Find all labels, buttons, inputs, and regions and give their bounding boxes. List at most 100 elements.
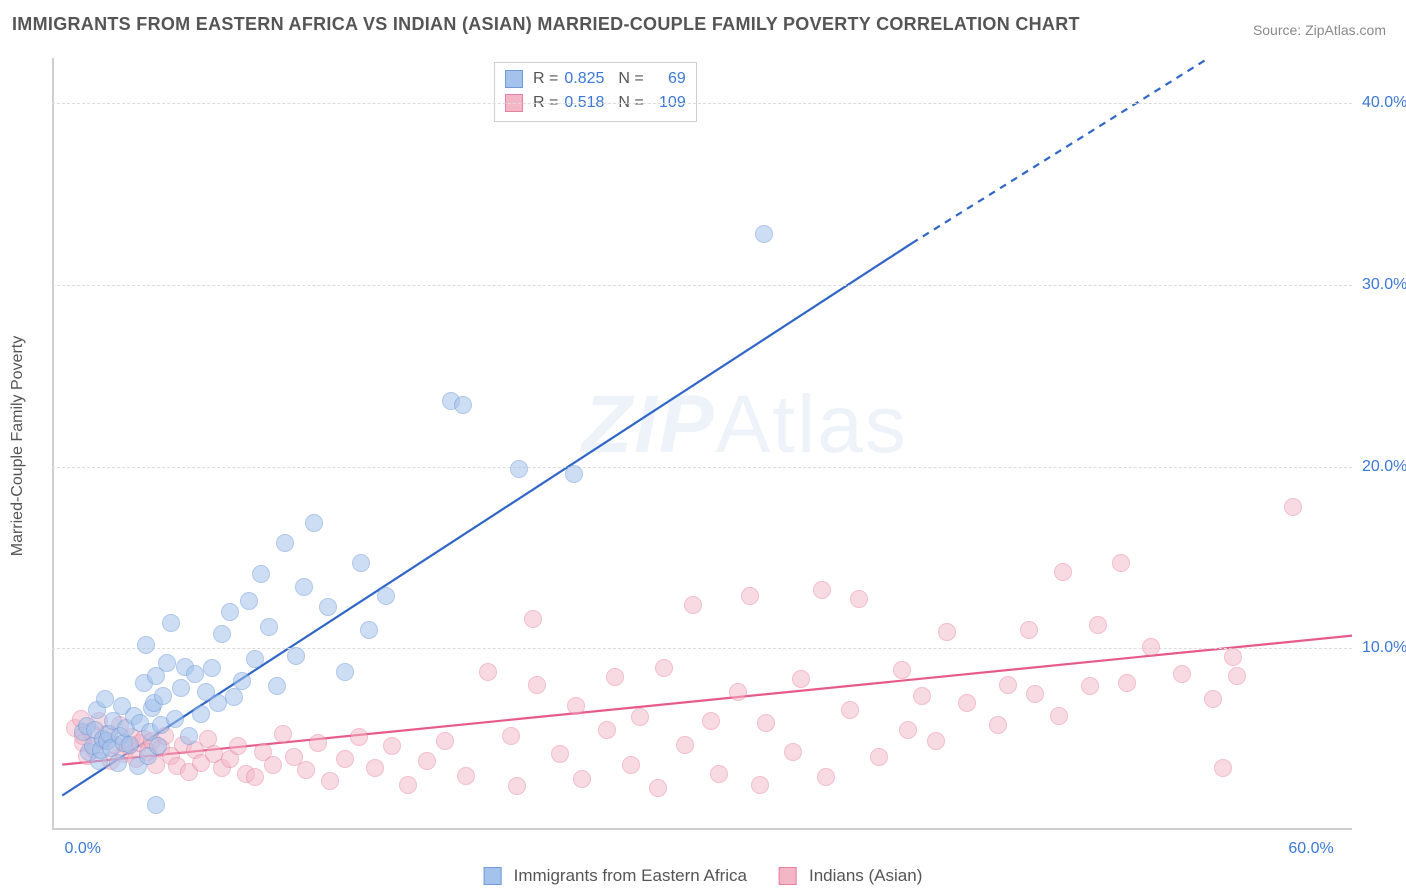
y-tick-label: 20.0% bbox=[1352, 458, 1406, 476]
data-point-pink bbox=[913, 687, 931, 705]
blue-swatch-icon bbox=[484, 867, 502, 885]
data-point-pink bbox=[850, 590, 868, 608]
n-label: N = bbox=[618, 67, 643, 91]
data-point-pink bbox=[383, 737, 401, 755]
data-point-pink bbox=[958, 694, 976, 712]
data-point-pink bbox=[813, 581, 831, 599]
data-point-pink bbox=[1054, 563, 1072, 581]
source-label: Source: ZipAtlas.com bbox=[1253, 22, 1386, 38]
r-label: R = bbox=[533, 67, 558, 91]
data-point-blue bbox=[158, 654, 176, 672]
data-point-pink bbox=[528, 676, 546, 694]
data-point-blue bbox=[172, 679, 190, 697]
data-point-blue bbox=[203, 659, 221, 677]
data-point-blue bbox=[221, 603, 239, 621]
data-point-blue bbox=[260, 618, 278, 636]
legend-item-blue: Immigrants from Eastern Africa bbox=[484, 866, 747, 886]
data-point-pink bbox=[264, 756, 282, 774]
data-point-pink bbox=[841, 701, 859, 719]
data-point-pink bbox=[702, 712, 720, 730]
scatter-plot-area: ZIPAtlas R = 0.825 N = 69 R = 0.518 N = … bbox=[52, 58, 1352, 830]
grid-line bbox=[52, 285, 1352, 286]
series-legend: Immigrants from Eastern Africa Indians (… bbox=[484, 866, 923, 886]
data-point-blue bbox=[180, 727, 198, 745]
data-point-pink bbox=[729, 683, 747, 701]
data-point-pink bbox=[1112, 554, 1130, 572]
data-point-pink bbox=[598, 721, 616, 739]
data-point-blue bbox=[246, 650, 264, 668]
data-point-pink bbox=[1284, 498, 1302, 516]
legend-label-blue: Immigrants from Eastern Africa bbox=[514, 866, 747, 886]
data-point-pink bbox=[274, 725, 292, 743]
data-point-blue bbox=[377, 587, 395, 605]
data-point-pink bbox=[309, 734, 327, 752]
blue-swatch-icon bbox=[505, 70, 523, 88]
data-point-pink bbox=[418, 752, 436, 770]
stats-row-blue: R = 0.825 N = 69 bbox=[505, 67, 686, 91]
data-point-pink bbox=[436, 732, 454, 750]
data-point-blue bbox=[510, 460, 528, 478]
data-point-pink bbox=[502, 727, 520, 745]
data-point-blue bbox=[147, 796, 165, 814]
data-point-pink bbox=[792, 670, 810, 688]
data-point-pink bbox=[399, 776, 417, 794]
data-point-pink bbox=[508, 777, 526, 795]
legend-label-pink: Indians (Asian) bbox=[809, 866, 922, 886]
data-point-blue bbox=[213, 625, 231, 643]
data-point-blue bbox=[352, 554, 370, 572]
data-point-pink bbox=[899, 721, 917, 739]
data-point-pink bbox=[1173, 665, 1191, 683]
data-point-blue bbox=[137, 636, 155, 654]
data-point-pink bbox=[350, 728, 368, 746]
pink-swatch-icon bbox=[779, 867, 797, 885]
data-point-pink bbox=[655, 659, 673, 677]
data-point-blue bbox=[268, 677, 286, 695]
correlation-stats-box: R = 0.825 N = 69 R = 0.518 N = 109 bbox=[494, 62, 697, 122]
data-point-blue bbox=[252, 565, 270, 583]
data-point-pink bbox=[246, 768, 264, 786]
data-point-pink bbox=[622, 756, 640, 774]
grid-line bbox=[52, 467, 1352, 468]
data-point-pink bbox=[606, 668, 624, 686]
grid-line bbox=[52, 103, 1352, 104]
data-point-pink bbox=[938, 623, 956, 641]
data-point-blue bbox=[276, 534, 294, 552]
data-point-blue bbox=[154, 687, 172, 705]
data-point-pink bbox=[751, 776, 769, 794]
data-point-pink bbox=[573, 770, 591, 788]
data-point-pink bbox=[457, 767, 475, 785]
y-tick-label: 40.0% bbox=[1352, 94, 1406, 112]
data-point-pink bbox=[757, 714, 775, 732]
data-point-pink bbox=[710, 765, 728, 783]
chart-title: IMMIGRANTS FROM EASTERN AFRICA VS INDIAN… bbox=[12, 14, 1080, 35]
data-point-pink bbox=[893, 661, 911, 679]
trend-lines-layer bbox=[52, 58, 1352, 830]
data-point-pink bbox=[1224, 648, 1242, 666]
data-point-blue bbox=[225, 688, 243, 706]
data-point-pink bbox=[817, 768, 835, 786]
data-point-pink bbox=[1118, 674, 1136, 692]
data-point-pink bbox=[321, 772, 339, 790]
data-point-pink bbox=[229, 737, 247, 755]
legend-item-pink: Indians (Asian) bbox=[779, 866, 922, 886]
data-point-pink bbox=[999, 676, 1017, 694]
data-point-pink bbox=[1204, 690, 1222, 708]
r-value-blue: 0.825 bbox=[564, 67, 604, 91]
data-point-pink bbox=[366, 759, 384, 777]
data-point-pink bbox=[741, 587, 759, 605]
trend-line bbox=[62, 243, 912, 795]
data-point-pink bbox=[784, 743, 802, 761]
data-point-pink bbox=[927, 732, 945, 750]
data-point-blue bbox=[192, 705, 210, 723]
data-point-pink bbox=[989, 716, 1007, 734]
y-tick-label: 30.0% bbox=[1352, 276, 1406, 294]
data-point-pink bbox=[1089, 616, 1107, 634]
data-point-pink bbox=[870, 748, 888, 766]
data-point-blue bbox=[305, 514, 323, 532]
data-point-blue bbox=[162, 614, 180, 632]
data-point-pink bbox=[297, 761, 315, 779]
data-point-pink bbox=[631, 708, 649, 726]
data-point-pink bbox=[336, 750, 354, 768]
data-point-pink bbox=[479, 663, 497, 681]
data-point-blue bbox=[240, 592, 258, 610]
